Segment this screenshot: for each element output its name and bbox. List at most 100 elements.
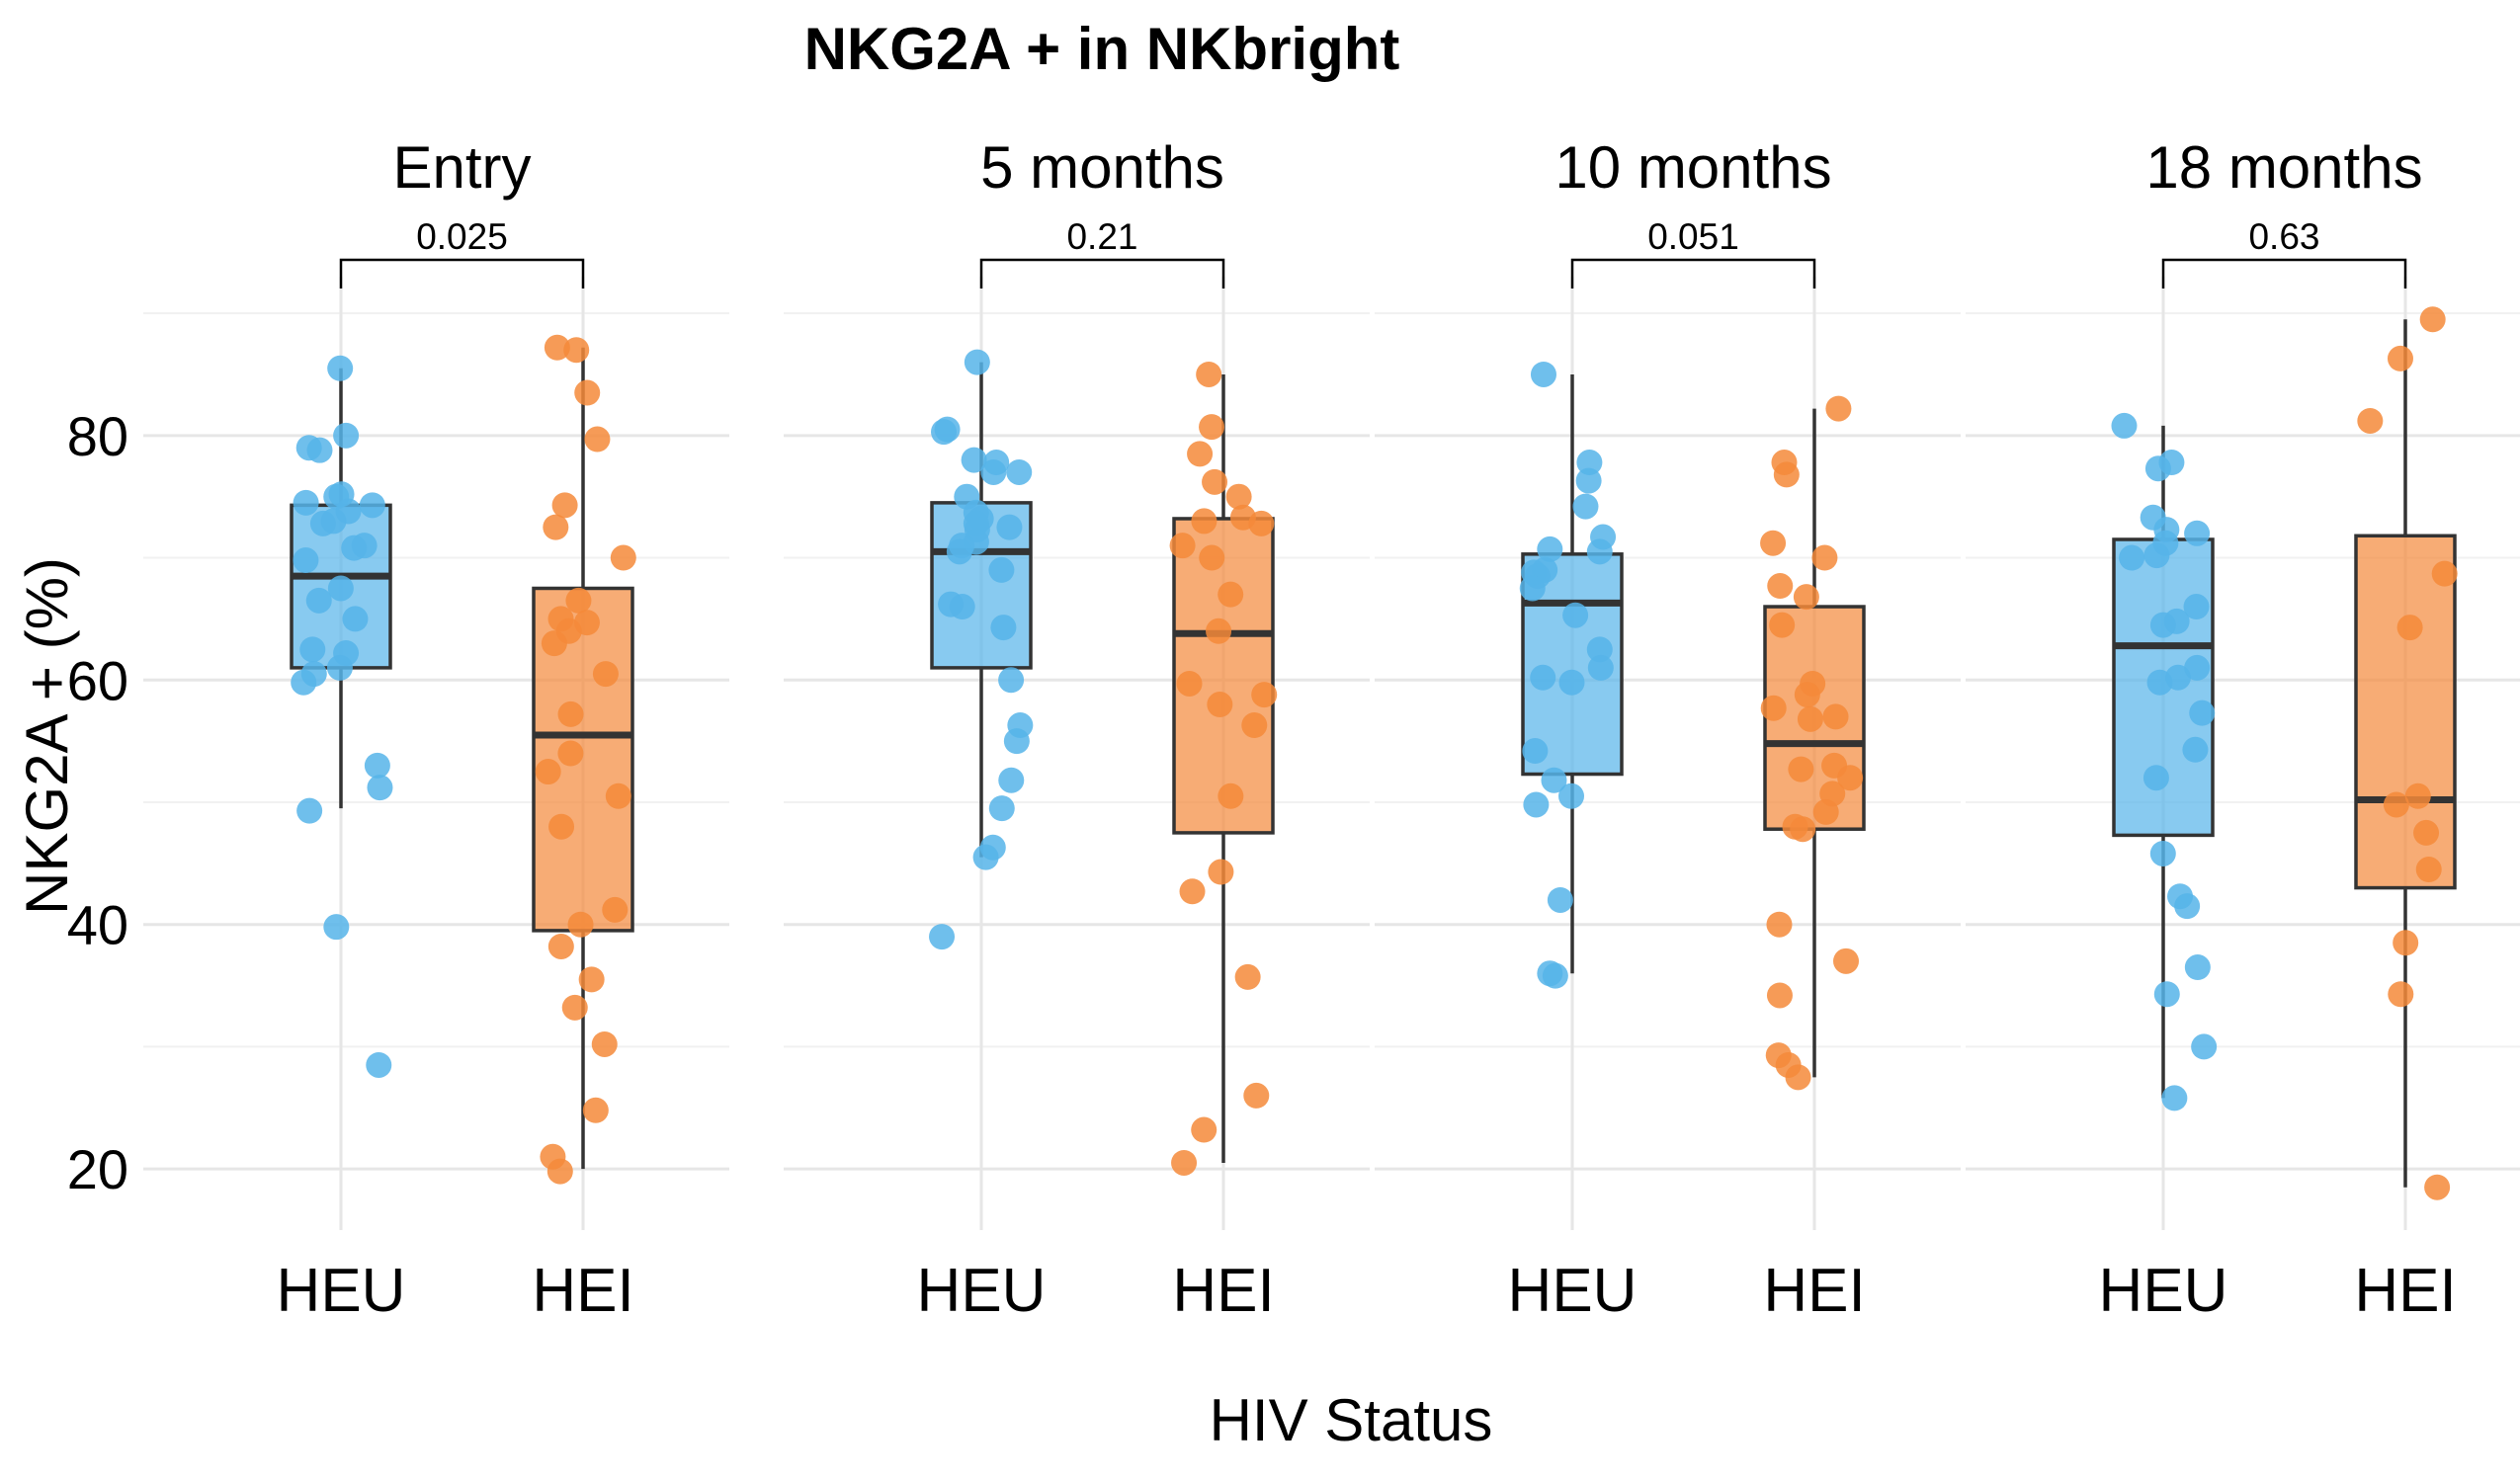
- data-point: [299, 636, 326, 663]
- data-point: [327, 575, 354, 602]
- data-point: [567, 911, 594, 938]
- data-point: [2111, 412, 2138, 439]
- data-point: [367, 775, 393, 801]
- data-point: [1225, 483, 1252, 510]
- data-point: [2143, 542, 2170, 569]
- facet-panel: Entry 0.025 HEU HEI: [143, 134, 729, 1325]
- p-value-label: 0.63: [2248, 216, 2319, 257]
- data-point: [2183, 594, 2210, 620]
- x-tick-label: HEI: [2354, 1257, 2456, 1325]
- data-point: [2387, 345, 2413, 371]
- data-point: [1562, 602, 1589, 628]
- data-point: [2142, 765, 2169, 791]
- y-tick-label: 60: [67, 649, 128, 711]
- data-point: [988, 795, 1015, 822]
- data-point: [1218, 581, 1244, 608]
- data-point: [305, 587, 332, 614]
- data-point: [2149, 612, 2176, 638]
- data-point: [946, 538, 972, 565]
- data-point: [1760, 530, 1787, 556]
- y-axis: 20 40 60 80: [67, 405, 128, 1200]
- data-point: [1794, 682, 1820, 708]
- facet-label: Entry: [392, 134, 531, 201]
- data-point: [293, 489, 319, 516]
- data-point: [1519, 575, 1546, 602]
- group-hei: HEI: [1760, 395, 1866, 1325]
- data-point: [990, 615, 1017, 641]
- data-point: [306, 437, 333, 463]
- data-point: [1218, 782, 1244, 809]
- significance-bracket: [1570, 258, 1816, 288]
- x-tick-label: HEU: [2099, 1257, 2228, 1325]
- data-point: [1206, 618, 1232, 644]
- group-hei: HEI: [532, 334, 636, 1325]
- data-point: [561, 994, 588, 1021]
- group-heu: HEU: [917, 349, 1046, 1325]
- data-point: [1207, 692, 1233, 718]
- significance-bracket: [979, 258, 1225, 288]
- data-point: [1767, 573, 1794, 600]
- group-heu: HEU: [2099, 412, 2228, 1325]
- data-point: [578, 966, 605, 993]
- data-point: [1587, 654, 1614, 681]
- data-point: [547, 933, 574, 959]
- facet-panel: 18 months 0.63 HEU HEI: [1966, 134, 2520, 1325]
- data-point: [2189, 700, 2216, 726]
- data-point: [1812, 798, 1839, 825]
- data-point: [2161, 1085, 2188, 1112]
- data-point: [333, 422, 360, 449]
- data-point: [1171, 1149, 1198, 1176]
- facet-label: 10 months: [1554, 134, 1831, 201]
- group-hei: HEI: [1169, 361, 1278, 1325]
- data-point: [1199, 544, 1225, 571]
- data-point: [1586, 538, 1613, 565]
- data-point: [2184, 954, 2211, 981]
- group-heu: HEU: [277, 355, 406, 1325]
- data-point: [2149, 840, 2176, 866]
- data-point: [1196, 361, 1222, 387]
- data-point: [1003, 728, 1030, 755]
- data-point: [1522, 738, 1549, 765]
- data-point: [988, 556, 1015, 583]
- data-point: [1241, 712, 1268, 739]
- y-tick-label: 40: [67, 894, 128, 956]
- data-point: [1785, 1064, 1811, 1091]
- facet-label: 5 months: [980, 134, 1224, 201]
- data-point: [1575, 467, 1602, 494]
- data-point: [998, 767, 1025, 793]
- data-point: [326, 654, 353, 681]
- data-point: [1825, 395, 1852, 422]
- data-point: [1191, 1116, 1218, 1143]
- data-point: [1773, 461, 1800, 488]
- data-point: [1199, 414, 1225, 441]
- data-point: [582, 1097, 609, 1123]
- data-point: [1187, 441, 1214, 467]
- data-point: [1542, 962, 1568, 989]
- data-point: [1537, 535, 1563, 562]
- data-point: [557, 740, 584, 767]
- data-point: [364, 752, 390, 779]
- data-point: [1837, 765, 1864, 791]
- facet-panel: 10 months 0.051 HEU HEI: [1375, 134, 1961, 1325]
- data-point: [1769, 612, 1796, 638]
- data-point: [574, 379, 601, 406]
- data-point: [1576, 450, 1603, 476]
- box: [2354, 534, 2457, 890]
- group-hei: HEI: [2354, 306, 2458, 1325]
- x-tick-label: HEI: [532, 1257, 633, 1325]
- data-point: [605, 782, 631, 809]
- data-point: [602, 896, 629, 923]
- data-point: [2396, 615, 2423, 641]
- x-tick-label: HEU: [277, 1257, 406, 1325]
- data-point: [2357, 407, 2384, 434]
- data-point: [327, 355, 354, 381]
- data-point: [565, 587, 592, 614]
- data-point: [972, 844, 999, 870]
- data-point: [1558, 669, 1585, 696]
- data-point: [964, 349, 990, 375]
- data-point: [592, 661, 619, 688]
- data-point: [543, 514, 569, 540]
- data-point: [996, 514, 1023, 540]
